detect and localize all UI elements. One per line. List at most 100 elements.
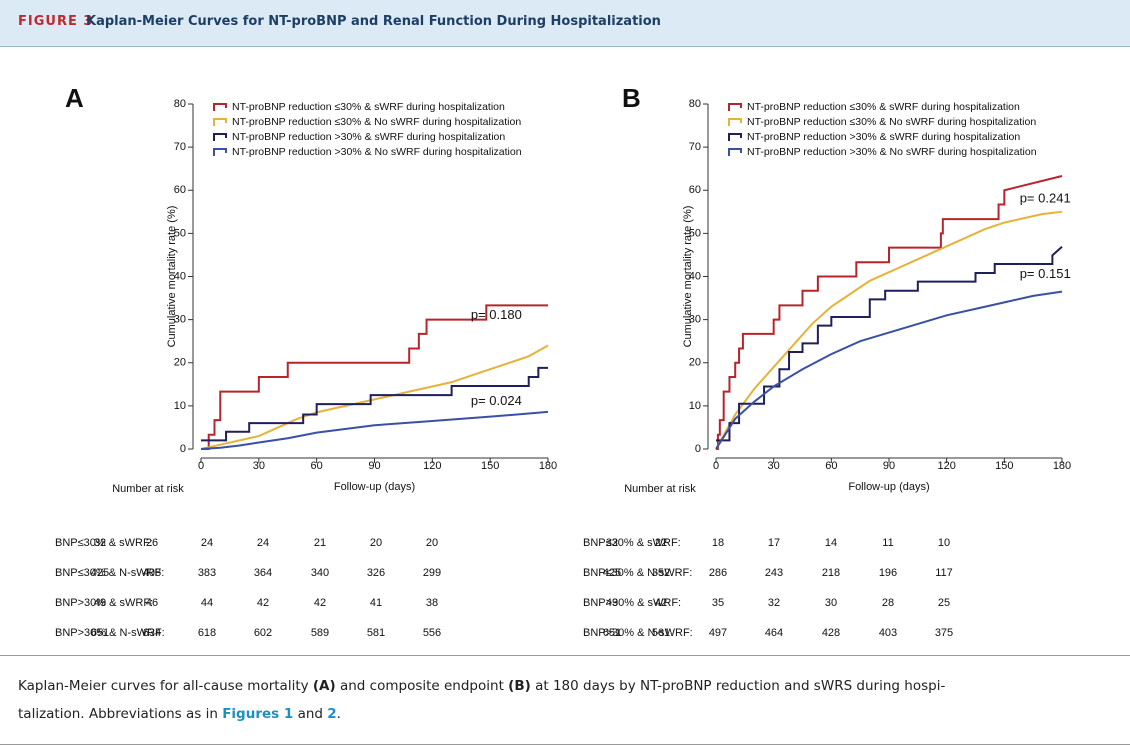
risk-count: 556	[423, 627, 441, 639]
x-axis-label: Follow-up (days)	[848, 481, 929, 493]
x-tick-label: 90	[883, 460, 895, 472]
risk-count: 299	[423, 567, 441, 579]
y-tick-label: 50	[689, 227, 701, 239]
y-axis-label: Cumulative mortality rate (%)	[682, 206, 694, 348]
figure-link[interactable]: Figures 1	[222, 706, 294, 722]
risk-row-label: BNP≤30% & N-sWRF:	[55, 567, 164, 579]
risk-count: 326	[367, 567, 385, 579]
risk-count: 602	[254, 627, 272, 639]
risk-count: 32	[606, 537, 618, 549]
caption-text: at 180 days by NT-proBNP reduction and s…	[530, 678, 946, 694]
risk-title: Number at risk	[624, 483, 696, 495]
risk-count: 11	[882, 537, 893, 549]
legend-label: NT-proBNP reduction >30% & No sWRF durin…	[232, 146, 522, 158]
legend-swatch	[728, 148, 742, 156]
risk-count: 403	[879, 627, 897, 639]
y-tick-label: 0	[180, 443, 186, 455]
risk-count: 26	[146, 537, 158, 549]
km-curve	[715, 290, 1063, 450]
caption-text: and composite endpoint	[335, 678, 509, 694]
legend-swatch	[213, 118, 227, 126]
x-tick-label: 120	[937, 460, 955, 472]
y-tick-label: 20	[174, 357, 186, 369]
risk-count: 38	[426, 597, 438, 609]
risk-count: 581	[367, 627, 385, 639]
figure-link[interactable]: 2	[327, 706, 337, 722]
legend-label: NT-proBNP reduction >30% & sWRF during h…	[232, 131, 505, 143]
risk-count: 425	[91, 567, 109, 579]
y-tick-label: 10	[174, 400, 186, 412]
y-tick-label: 80	[689, 98, 701, 110]
risk-count: 10	[938, 537, 950, 549]
risk-count: 42	[314, 597, 326, 609]
x-tick-label: 30	[253, 460, 265, 472]
x-tick-label: 0	[198, 460, 204, 472]
risk-count: 17	[768, 537, 780, 549]
x-tick-label: 120	[423, 460, 441, 472]
risk-count: 497	[709, 627, 727, 639]
legend-swatch	[213, 133, 227, 141]
km-curve	[201, 304, 548, 450]
y-tick-label: 10	[689, 400, 701, 412]
risk-count: 42	[655, 597, 667, 609]
y-tick-label: 0	[695, 443, 701, 455]
risk-count: 651	[91, 627, 109, 639]
risk-count: 46	[146, 597, 158, 609]
risk-count: 243	[765, 567, 783, 579]
y-tick-label: 70	[174, 141, 186, 153]
risk-count: 24	[257, 537, 269, 549]
legend-swatch	[728, 103, 742, 111]
legend-label: NT-proBNP reduction ≤30% & sWRF during h…	[747, 101, 1020, 113]
km-curve	[715, 210, 1063, 450]
risk-count: 651	[603, 627, 621, 639]
legend-label: NT-proBNP reduction ≤30% & No sWRF durin…	[232, 116, 521, 128]
km-curve	[200, 410, 549, 450]
caption-text: and	[293, 706, 328, 722]
figure-title: Kaplan-Meier Curves for NT-proBNP and Re…	[86, 14, 661, 29]
x-tick-label: 0	[713, 460, 719, 472]
risk-count: 383	[198, 567, 216, 579]
risk-count: 634	[143, 627, 161, 639]
risk-count: 589	[311, 627, 329, 639]
risk-count: 340	[311, 567, 329, 579]
caption-bold: (B)	[508, 678, 531, 694]
risk-count: 44	[201, 597, 213, 609]
y-tick-label: 20	[689, 357, 701, 369]
risk-count: 28	[882, 597, 894, 609]
x-tick-label: 90	[368, 460, 380, 472]
y-tick-label: 40	[174, 270, 186, 282]
y-tick-label: 40	[689, 270, 701, 282]
y-tick-label: 30	[174, 314, 186, 326]
legend-label: NT-proBNP reduction >30% & No sWRF durin…	[747, 146, 1037, 158]
legend-swatch	[213, 103, 227, 111]
risk-count: 32	[94, 537, 106, 549]
x-tick-label: 30	[768, 460, 780, 472]
panel-label: B	[622, 83, 641, 113]
risk-row-label: BNP>30% & sWRF:	[583, 597, 681, 609]
legend-label: NT-proBNP reduction ≤30% & sWRF during h…	[232, 101, 505, 113]
risk-count: 428	[822, 627, 840, 639]
p-value: p= 0.024	[471, 393, 522, 408]
risk-title: Number at risk	[112, 483, 184, 495]
p-value: p= 0.151	[1020, 266, 1071, 281]
p-value: p= 0.241	[1020, 190, 1071, 205]
y-tick-label: 30	[689, 314, 701, 326]
x-axis-label: Follow-up (days)	[334, 481, 415, 493]
risk-count: 117	[935, 567, 953, 579]
km-curve	[201, 366, 548, 442]
risk-count: 364	[254, 567, 272, 579]
risk-count: 352	[652, 567, 670, 579]
separator	[0, 655, 1130, 656]
x-tick-label: 150	[995, 460, 1013, 472]
risk-count: 20	[426, 537, 438, 549]
x-tick-label: 150	[481, 460, 499, 472]
km-curve	[716, 175, 1063, 450]
legend-swatch	[728, 133, 742, 141]
separator	[0, 744, 1130, 745]
legend-swatch	[728, 118, 742, 126]
risk-count: 32	[768, 597, 780, 609]
y-tick-label: 70	[689, 141, 701, 153]
risk-count: 49	[606, 597, 618, 609]
